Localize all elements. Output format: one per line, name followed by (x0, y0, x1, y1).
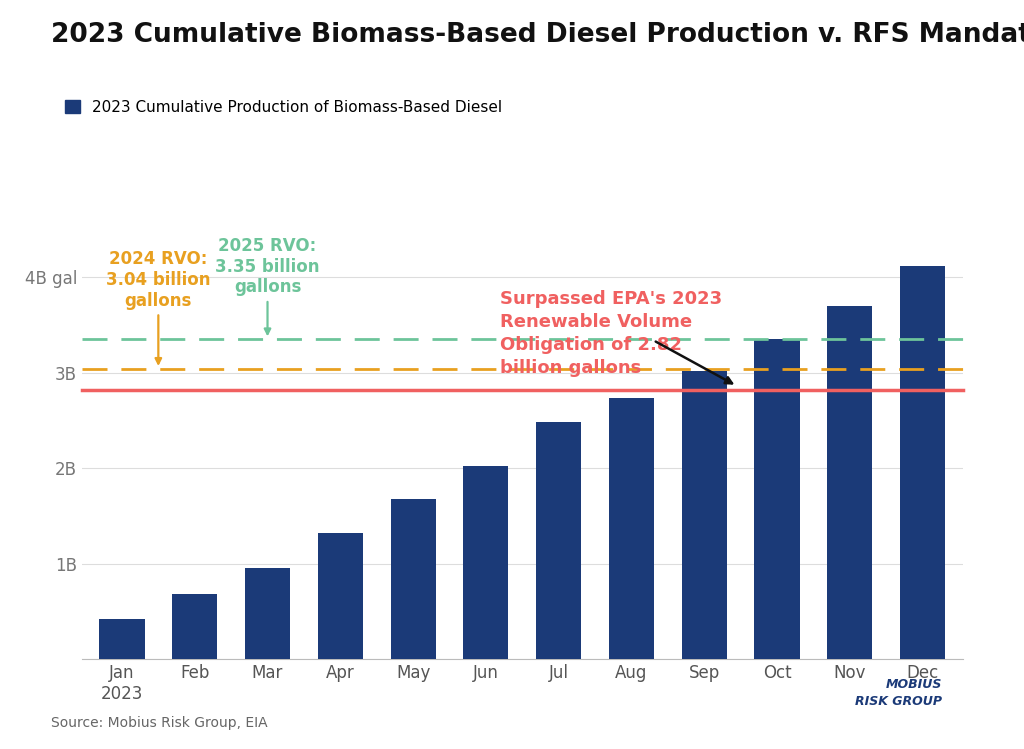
Bar (463, 467, 508, 659)
Bar (245, 568, 290, 659)
Bar (609, 398, 654, 659)
Text: Surpassed EPA's 2023
Renewable Volume
Obligation of 2.82
billion gallons: Surpassed EPA's 2023 Renewable Volume Ob… (501, 290, 723, 377)
Text: 2023 Cumulative Biomass-Based Diesel Production v. RFS Mandate: 2023 Cumulative Biomass-Based Diesel Pro… (51, 22, 1024, 49)
Bar (827, 306, 872, 659)
Bar (682, 371, 727, 659)
Text: MOBIUS
RISK GROUP: MOBIUS RISK GROUP (855, 678, 942, 708)
Bar (172, 594, 217, 659)
Text: 2025 RVO:
3.35 billion
gallons: 2025 RVO: 3.35 billion gallons (215, 237, 319, 334)
Bar (755, 339, 800, 659)
Bar (900, 266, 945, 659)
Bar (99, 619, 144, 659)
Text: Source: Mobius Risk Group, EIA: Source: Mobius Risk Group, EIA (51, 716, 268, 730)
Text: 2024 RVO:
3.04 billion
gallons: 2024 RVO: 3.04 billion gallons (106, 250, 211, 363)
Bar (317, 533, 362, 659)
Bar (390, 499, 435, 659)
Legend: 2023 Cumulative Production of Biomass-Based Diesel: 2023 Cumulative Production of Biomass-Ba… (58, 94, 509, 121)
Bar (537, 422, 582, 659)
